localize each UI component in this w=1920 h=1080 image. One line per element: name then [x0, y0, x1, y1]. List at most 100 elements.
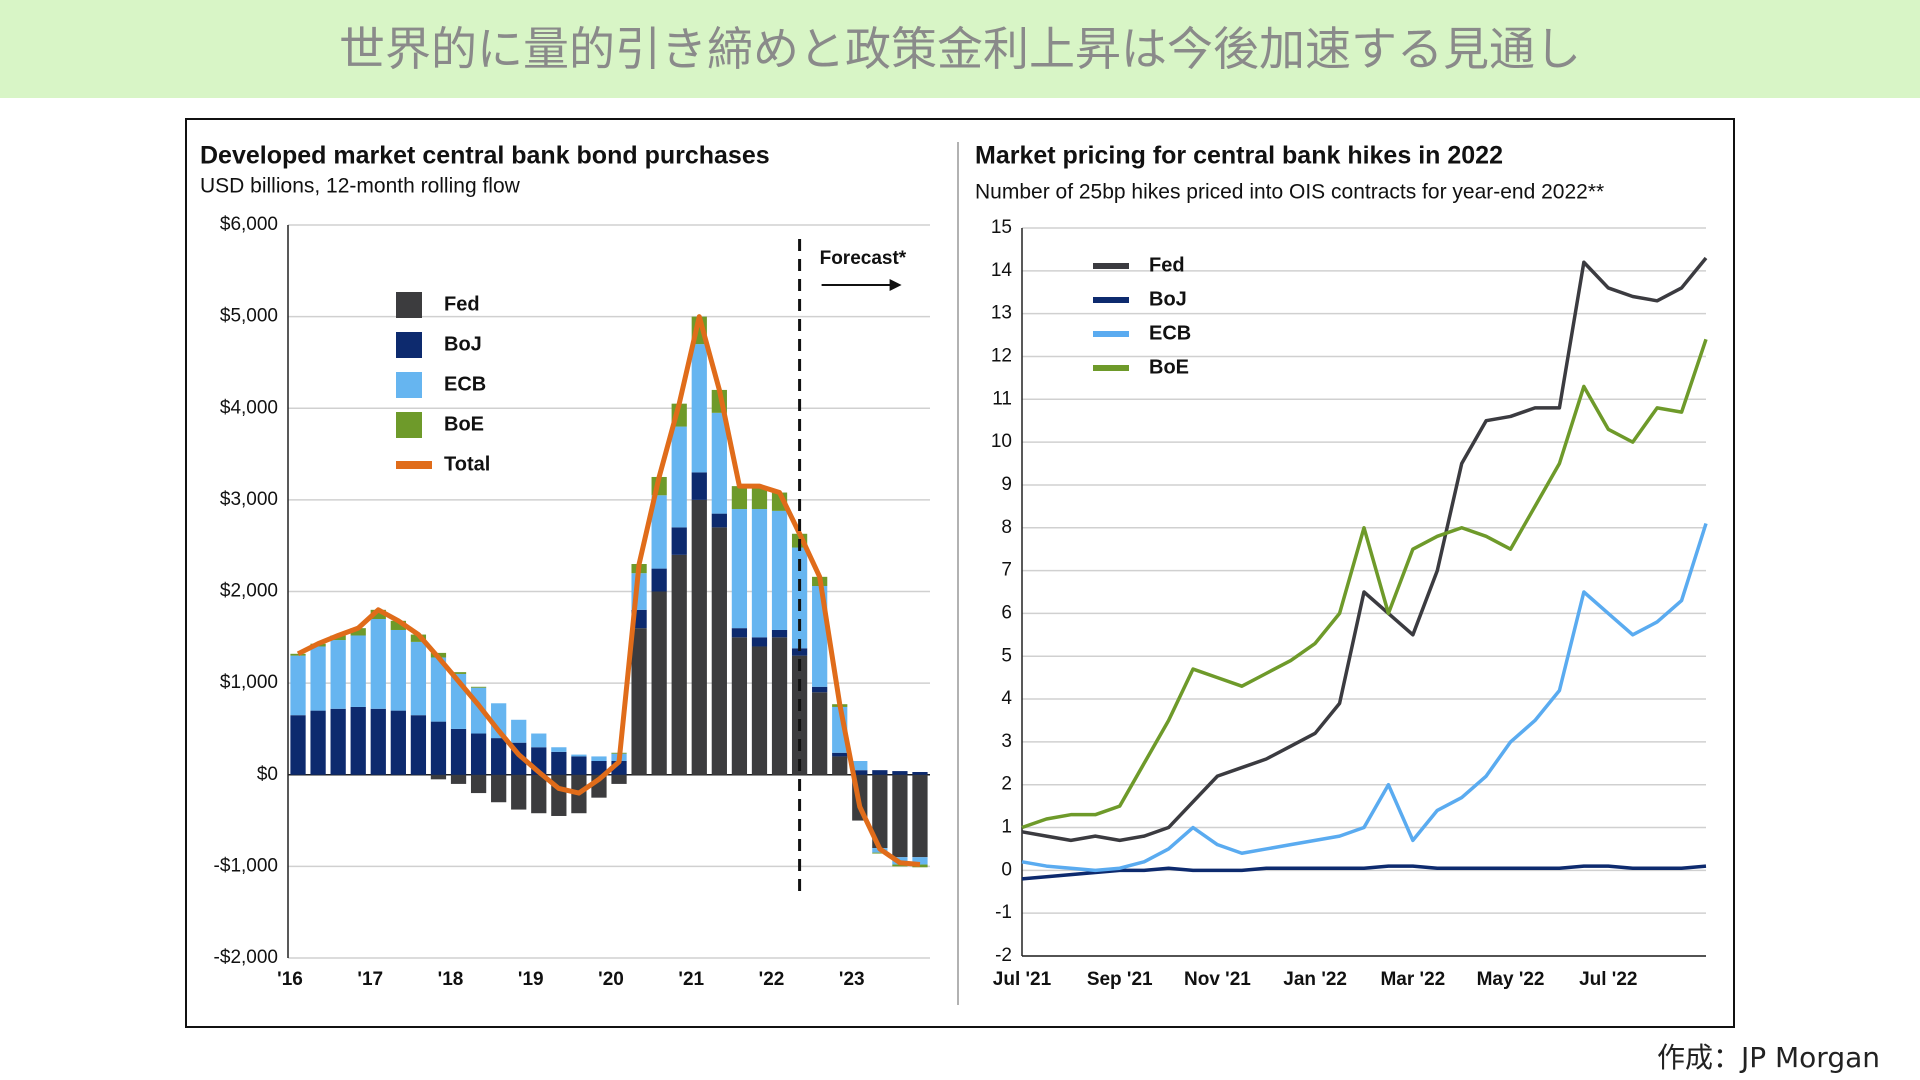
y-tick-label: 12	[991, 345, 1012, 366]
bar-segment	[872, 770, 888, 775]
bar-segment	[671, 554, 687, 775]
banner	[0, 0, 1920, 98]
legend-label: ECB	[1149, 322, 1191, 344]
bar-segment	[450, 672, 467, 674]
bar-segment	[470, 733, 487, 775]
chart-title: Developed market central bank bond purch…	[200, 142, 770, 170]
bar-segment	[691, 344, 707, 473]
bar-segment	[791, 547, 808, 649]
legend-swatch	[396, 412, 422, 438]
y-tick-label: 3	[1001, 731, 1012, 752]
x-tick-label: '20	[598, 969, 624, 990]
bar-segment	[711, 412, 727, 514]
legend-label: BoE	[444, 413, 484, 435]
x-tick-label: Jan '22	[1283, 969, 1347, 990]
bar-segment	[731, 509, 748, 629]
bar-segment	[410, 641, 427, 716]
bar-segment	[370, 708, 386, 775]
bar-segment	[310, 646, 326, 711]
bar-segment	[912, 772, 928, 775]
bar-segment	[751, 637, 768, 647]
legend-label: ECB	[444, 373, 486, 395]
bar-segment	[491, 738, 507, 775]
bar-segment	[430, 721, 447, 775]
forecast-label: Forecast*	[820, 248, 907, 269]
x-tick-label: Mar '22	[1380, 969, 1445, 990]
bar-segment	[611, 774, 627, 784]
y-tick-label: 8	[1001, 517, 1012, 538]
bar-segment	[751, 486, 768, 510]
series-line	[1021, 256, 1708, 843]
series-line	[1021, 864, 1707, 881]
bar-segment	[370, 609, 386, 619]
bar-segment	[711, 527, 727, 775]
bar-segment	[731, 486, 748, 510]
y-tick-label: -1	[995, 902, 1012, 923]
x-tick-label: Nov '21	[1184, 969, 1251, 990]
y-tick-label: $6,000	[220, 214, 278, 235]
y-tick-label: -$1,000	[214, 855, 278, 876]
total-line	[296, 314, 921, 868]
legend-swatch	[396, 461, 432, 469]
bar-segment	[771, 510, 788, 630]
y-tick-label: 13	[991, 303, 1012, 324]
series-line	[1021, 522, 1708, 873]
bar-segment	[450, 728, 467, 775]
legend-label: BoE	[1149, 356, 1189, 378]
legend-label: Total	[444, 453, 490, 475]
bar-segment	[290, 715, 306, 775]
y-tick-label: -2	[995, 945, 1012, 966]
x-tick-label: '19	[518, 969, 544, 990]
bar-segment	[591, 761, 607, 775]
bar-segment	[671, 426, 687, 528]
y-tick-label: -$2,000	[214, 947, 278, 968]
bar-segment	[470, 774, 487, 794]
bar-segment	[571, 754, 587, 757]
bar-segment	[651, 591, 667, 775]
y-tick-label: $3,000	[220, 489, 278, 510]
x-tick-label: May '22	[1477, 969, 1545, 990]
bar-segment	[892, 774, 908, 858]
y-tick-label: $2,000	[220, 581, 278, 602]
bar-segment	[711, 513, 727, 528]
bar-segment	[731, 628, 748, 638]
y-tick-label: 15	[991, 217, 1012, 238]
bar-segment	[791, 655, 808, 775]
bar-segment	[591, 756, 607, 762]
bar-segment	[651, 495, 667, 569]
y-tick-label: 2	[1001, 774, 1012, 795]
bar-segment	[751, 509, 768, 638]
y-tick-label: 0	[1001, 859, 1012, 880]
bar-segment	[290, 655, 306, 716]
legend-label: BoJ	[444, 333, 482, 355]
series-line	[1021, 338, 1708, 830]
bar-segment	[330, 640, 346, 709]
bar-segment	[491, 774, 507, 803]
bar-segment	[791, 648, 808, 656]
bar-segment	[511, 774, 527, 810]
legend-label: Fed	[444, 293, 480, 315]
legend-swatch	[396, 372, 422, 398]
bar-segment	[531, 733, 547, 748]
bar-segment	[330, 708, 346, 775]
bar-segment	[370, 618, 386, 709]
y-tick-label: $4,000	[220, 397, 278, 418]
bar-segment	[390, 629, 406, 711]
legend-swatch	[396, 332, 422, 358]
source: 作成：JP Morgan	[1656, 1041, 1880, 1074]
bar-segment	[651, 568, 667, 592]
frame	[185, 118, 1735, 1028]
bar-segment	[771, 637, 788, 775]
bar-segment	[812, 686, 828, 693]
x-tick-label: '23	[839, 969, 865, 990]
bar-segment	[350, 635, 366, 707]
bar-segment	[531, 774, 547, 814]
bar-segment	[350, 706, 366, 775]
x-tick-label: Sep '21	[1087, 969, 1153, 990]
bar-segment	[430, 657, 447, 722]
bar-segment	[410, 715, 427, 775]
x-tick-label: '21	[678, 969, 704, 990]
bar-segment	[671, 527, 687, 555]
